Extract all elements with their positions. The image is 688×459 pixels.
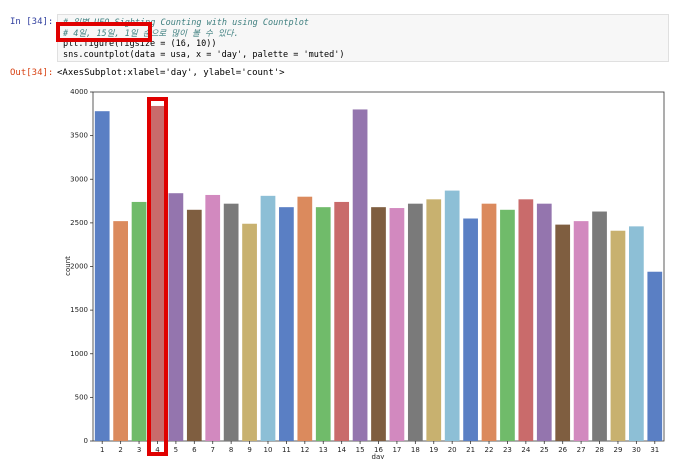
x-tick-label: 6	[192, 446, 197, 454]
bar	[389, 208, 405, 441]
bar	[186, 209, 202, 441]
y-tick-label: 3000	[70, 175, 88, 183]
x-tick-label: 20	[448, 446, 457, 454]
bar	[113, 221, 128, 441]
x-tick-label: 28	[595, 446, 604, 454]
bar	[500, 209, 515, 441]
x-tick-label: 30	[632, 446, 641, 454]
highlight-box	[147, 97, 168, 456]
code-line: # 4일, 15일, 1일 순으로 많이 볼 수 있다.	[63, 28, 239, 39]
bar	[315, 207, 331, 441]
y-tick-label: 1500	[70, 306, 88, 314]
x-tick-label: 29	[613, 446, 622, 454]
x-tick-label: 7	[210, 446, 214, 454]
bar	[647, 271, 663, 441]
bar	[555, 224, 571, 441]
bar	[131, 201, 147, 441]
out-prompt: Out[34]:	[10, 68, 54, 78]
x-tick-label: 31	[650, 446, 659, 454]
x-tick-label: 15	[356, 446, 365, 454]
x-tick-label: 9	[247, 446, 251, 454]
x-tick-label: 5	[174, 446, 178, 454]
bar	[352, 109, 368, 441]
bar	[150, 105, 165, 442]
x-tick-label: 10	[264, 446, 273, 454]
x-tick-label: 26	[558, 446, 567, 454]
bar	[334, 201, 350, 441]
x-tick-label: 19	[429, 446, 438, 454]
bar	[610, 230, 626, 441]
x-tick-label: 11	[282, 446, 291, 454]
highlight-box	[56, 22, 152, 42]
bar	[297, 196, 313, 441]
y-axis-label: count	[64, 256, 72, 276]
x-tick-label: 21	[466, 446, 475, 454]
bar	[223, 203, 239, 441]
bar	[444, 190, 460, 441]
y-tick-label: 2000	[70, 263, 88, 271]
bar	[592, 211, 607, 441]
x-tick-label: 12	[300, 446, 309, 454]
x-tick-label: 18	[411, 446, 420, 454]
bar	[260, 195, 276, 441]
bar	[94, 111, 110, 441]
bar	[573, 221, 589, 441]
x-tick-label: 13	[319, 446, 328, 454]
x-tick-label: 27	[577, 446, 586, 454]
output-text: <AxesSubplot:xlabel='day', ylabel='count…	[57, 68, 285, 78]
x-tick-label: 8	[229, 446, 233, 454]
bar	[536, 203, 552, 441]
y-tick-label: 4000	[70, 88, 88, 96]
y-tick-label: 0	[84, 437, 88, 445]
code-line: plt.figure(figsize = (16, 10))	[63, 39, 217, 49]
x-tick-label: 16	[374, 446, 383, 454]
x-tick-label: 1	[100, 446, 104, 454]
x-tick-label: 3	[137, 446, 141, 454]
x-tick-label: 23	[503, 446, 512, 454]
bar	[481, 203, 497, 441]
in-prompt: In [34]:	[10, 17, 54, 27]
bar	[629, 226, 644, 441]
y-tick-label: 2500	[70, 219, 88, 227]
y-tick-label: 1000	[70, 350, 88, 358]
x-tick-label: 17	[392, 446, 401, 454]
x-axis-label: day	[372, 453, 385, 459]
y-tick-label: 3500	[70, 132, 88, 140]
bar	[279, 207, 294, 441]
x-tick-label: 14	[337, 446, 346, 454]
bar	[168, 193, 184, 441]
bar	[426, 199, 442, 441]
bar	[407, 203, 423, 441]
bar	[371, 207, 386, 441]
bar	[205, 194, 221, 441]
bar	[518, 199, 534, 441]
bar	[242, 223, 257, 441]
x-tick-label: 2	[118, 446, 122, 454]
x-tick-label: 24	[521, 446, 530, 454]
code-line: sns.countplot(data = usa, x = 'day', pal…	[63, 49, 345, 60]
y-tick-label: 500	[75, 393, 88, 401]
x-tick-label: 25	[540, 446, 549, 454]
x-tick-label: 22	[485, 446, 494, 454]
bar	[463, 218, 478, 441]
x-tick-label: 4	[155, 446, 160, 454]
